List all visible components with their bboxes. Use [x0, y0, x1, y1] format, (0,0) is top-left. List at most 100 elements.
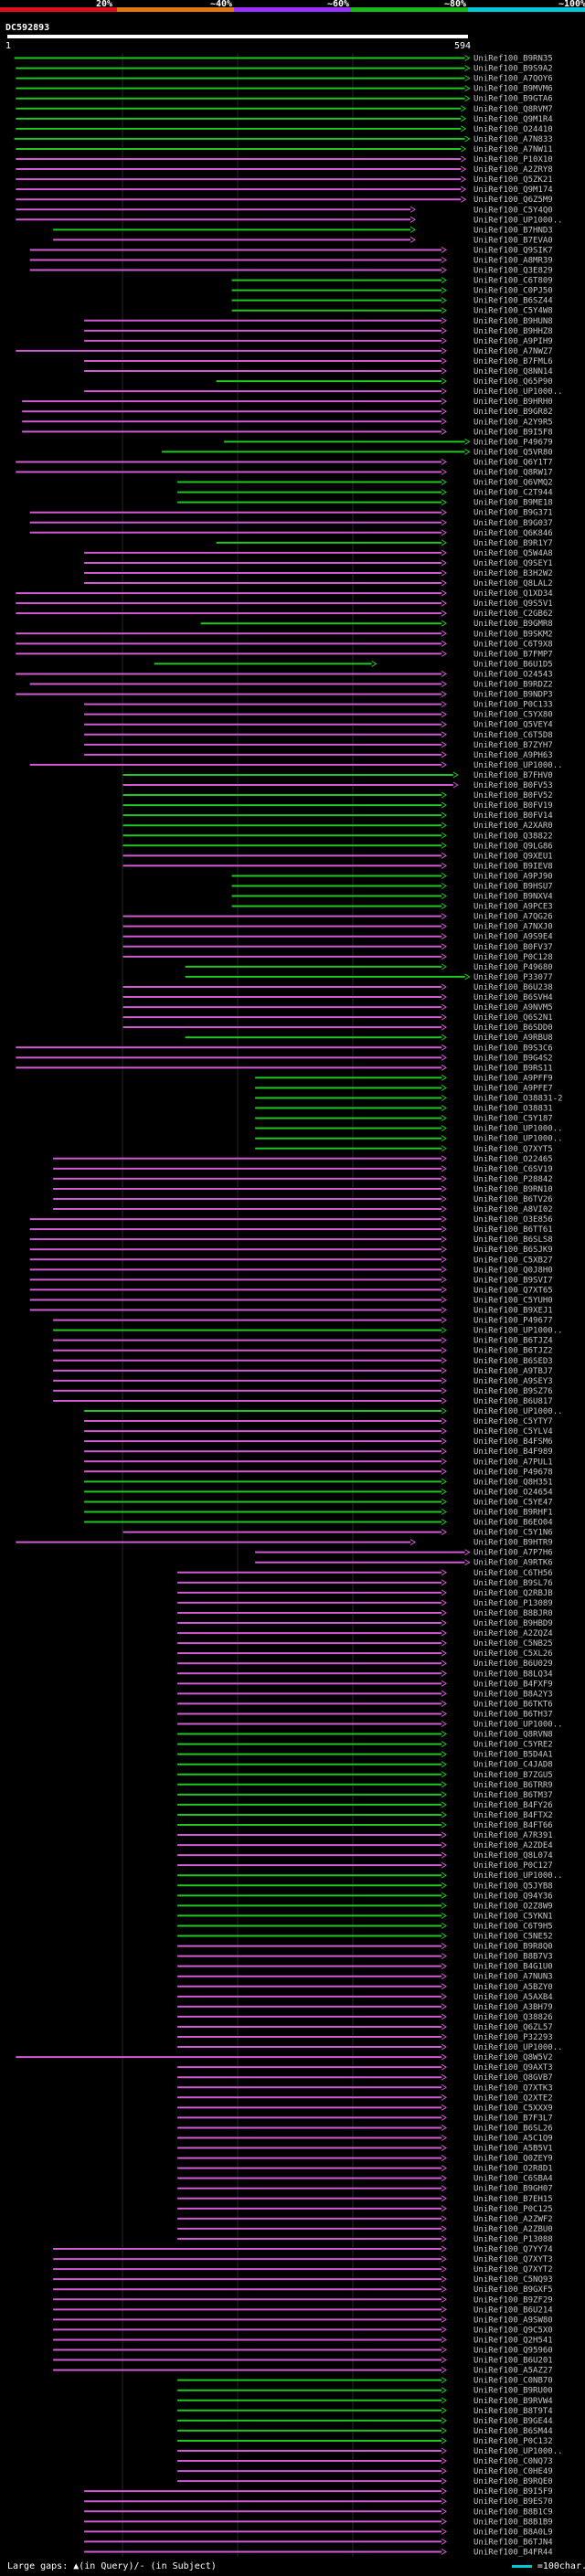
hit-label[interactable]: UniRef100_B7HND3: [473, 226, 553, 235]
hit-label[interactable]: UniRef100_Q7XTK3: [473, 2083, 553, 2093]
hit-label[interactable]: UniRef100_UP1000..: [473, 1327, 563, 1336]
hit-label[interactable]: UniRef100_B6SZ44: [473, 297, 553, 306]
hit-label[interactable]: UniRef100_Q7XYT3: [473, 2255, 553, 2264]
hit-label[interactable]: UniRef100_P0C125: [473, 2205, 553, 2214]
hit-label[interactable]: UniRef100_P32293: [473, 2033, 553, 2042]
hit-label[interactable]: UniRef100_B6U1D5: [473, 660, 553, 669]
hit-label[interactable]: UniRef100_O38831: [473, 1105, 553, 1114]
hit-label[interactable]: UniRef100_B6U201: [473, 2357, 553, 2366]
hit-label[interactable]: UniRef100_A9S9E4: [473, 933, 553, 942]
hit-label[interactable]: UniRef100_Q9XEU1: [473, 852, 553, 861]
hit-label[interactable]: UniRef100_C5YX80: [473, 711, 553, 720]
hit-label[interactable]: UniRef100_B6EO04: [473, 1519, 553, 1528]
hit-label[interactable]: UniRef100_Q5ZK21: [473, 175, 553, 185]
hit-label[interactable]: UniRef100_B9ME18: [473, 499, 553, 508]
hit-label[interactable]: UniRef100_UP1000..: [473, 1135, 563, 1144]
hit-label[interactable]: UniRef100_B6TJN4: [473, 2538, 553, 2547]
hit-label[interactable]: UniRef100_B6TJZ2: [473, 1347, 553, 1356]
hit-label[interactable]: UniRef100_C6T5D8: [473, 731, 553, 740]
hit-label[interactable]: UniRef100_B9G037: [473, 519, 553, 528]
hit-label[interactable]: UniRef100_B9HUN8: [473, 317, 553, 326]
hit-label[interactable]: UniRef100_B0FV37: [473, 943, 553, 952]
hit-label[interactable]: UniRef100_O22465: [473, 1155, 553, 1164]
hit-label[interactable]: UniRef100_B8BJR0: [473, 1609, 553, 1618]
hit-label[interactable]: UniRef100_B4G1U0: [473, 1963, 553, 1972]
hit-label[interactable]: UniRef100_A7R391: [473, 1831, 553, 1840]
hit-label[interactable]: UniRef100_P0C132: [473, 2437, 553, 2446]
hit-label[interactable]: UniRef100_B9R8Q0: [473, 1943, 553, 1952]
hit-label[interactable]: UniRef100_Q9S5V1: [473, 599, 553, 609]
hit-label[interactable]: UniRef100_B9RQE0: [473, 2477, 553, 2486]
hit-label[interactable]: UniRef100_B0FV14: [473, 811, 553, 821]
hit-label[interactable]: UniRef100_Q0ZEY9: [473, 2155, 553, 2164]
hit-label[interactable]: UniRef100_Q95960: [473, 2347, 553, 2356]
hit-label[interactable]: UniRef100_Q7YY74: [473, 2245, 553, 2254]
hit-label[interactable]: UniRef100_P49679: [473, 438, 553, 447]
hit-label[interactable]: UniRef100_B9GH07: [473, 2185, 553, 2194]
hit-label[interactable]: UniRef100_C5NE52: [473, 1933, 553, 1942]
hit-label[interactable]: UniRef100_A9TBJ7: [473, 1367, 553, 1376]
hit-label[interactable]: UniRef100_B9G4S2: [473, 1054, 553, 1063]
hit-label[interactable]: UniRef100_B9I5F8: [473, 428, 553, 437]
hit-label[interactable]: UniRef100_B8B7V3: [473, 1953, 553, 1962]
hit-label[interactable]: UniRef100_A2XAR0: [473, 822, 553, 831]
hit-label[interactable]: UniRef100_C2T944: [473, 489, 553, 498]
hit-label[interactable]: UniRef100_C5XXX9: [473, 2104, 553, 2113]
hit-label[interactable]: UniRef100_Q5W4A8: [473, 549, 553, 558]
hit-label[interactable]: UniRef100_B9SKM2: [473, 630, 553, 639]
hit-label[interactable]: UniRef100_C6T809: [473, 277, 553, 286]
hit-label[interactable]: UniRef100_B9HRH0: [473, 398, 553, 407]
hit-label[interactable]: UniRef100_C6T9H5: [473, 1922, 553, 1931]
hit-label[interactable]: UniRef100_C0NQ73: [473, 2457, 553, 2466]
hit-label[interactable]: UniRef100_Q2H541: [473, 2336, 553, 2345]
hit-label[interactable]: UniRef100_B7ZGU5: [473, 1771, 553, 1780]
hit-label[interactable]: UniRef100_UP1000..: [473, 1721, 563, 1730]
hit-label[interactable]: UniRef100_B9HTR9: [473, 1539, 553, 1548]
hit-label[interactable]: UniRef100_C5YE47: [473, 1498, 553, 1507]
hit-label[interactable]: UniRef100_A7P7H6: [473, 1549, 553, 1558]
hit-label[interactable]: UniRef100_Q5VR80: [473, 448, 553, 457]
hit-label[interactable]: UniRef100_B7FML6: [473, 357, 553, 366]
hit-label[interactable]: UniRef100_P49678: [473, 1468, 553, 1477]
hit-label[interactable]: UniRef100_Q65P90: [473, 377, 553, 387]
hit-label[interactable]: UniRef100_Q9M1R4: [473, 115, 553, 124]
hit-label[interactable]: UniRef100_Q6K846: [473, 529, 553, 538]
hit-label[interactable]: UniRef100_B8LQ34: [473, 1670, 553, 1679]
hit-label[interactable]: UniRef100_B8B1C9: [473, 2507, 553, 2517]
hit-label[interactable]: UniRef100_P0C127: [473, 1861, 553, 1871]
hit-label[interactable]: UniRef100_A3BH79: [473, 2003, 553, 2012]
hit-label[interactable]: UniRef100_B9S3C6: [473, 1044, 553, 1053]
hit-label[interactable]: UniRef100_Q5JYB8: [473, 1882, 553, 1891]
hit-label[interactable]: UniRef100_A9PFE7: [473, 1084, 553, 1093]
hit-label[interactable]: UniRef100_A7NXJ0: [473, 923, 553, 932]
hit-label[interactable]: UniRef100_B7FHV0: [473, 771, 553, 780]
hit-label[interactable]: UniRef100_B9SVI7: [473, 1276, 553, 1285]
hit-label[interactable]: UniRef100_B0FV53: [473, 781, 553, 790]
hit-label[interactable]: UniRef100_C6SBA4: [473, 2175, 553, 2184]
hit-label[interactable]: UniRef100_B3H2W2: [473, 569, 553, 578]
hit-label[interactable]: UniRef100_B9S9A2: [473, 65, 553, 74]
hit-label[interactable]: UniRef100_A9PIH9: [473, 337, 553, 346]
hit-label[interactable]: UniRef100_UP1000..: [473, 2043, 563, 2052]
hit-label[interactable]: UniRef100_B6SED3: [473, 1357, 553, 1366]
hit-label[interactable]: UniRef100_A2Y9R5: [473, 418, 553, 427]
hit-label[interactable]: UniRef100_A9PH63: [473, 751, 553, 760]
hit-label[interactable]: UniRef100_A7NUN3: [473, 1973, 553, 1982]
hit-label[interactable]: UniRef100_Q8NN14: [473, 367, 553, 376]
hit-label[interactable]: UniRef100_P49680: [473, 963, 553, 972]
hit-label[interactable]: UniRef100_Q6Y1T7: [473, 458, 553, 467]
hit-label[interactable]: UniRef100_Q9SEY1: [473, 559, 553, 568]
hit-label[interactable]: UniRef100_Q94Y36: [473, 1892, 553, 1901]
hit-label[interactable]: UniRef100_Q38826: [473, 2013, 553, 2022]
hit-label[interactable]: UniRef100_B7ZYH7: [473, 741, 553, 750]
hit-label[interactable]: UniRef100_Q9SIK7: [473, 246, 553, 255]
hit-label[interactable]: UniRef100_A7PUL1: [473, 1458, 553, 1467]
hit-label[interactable]: UniRef100_C5Y4Q0: [473, 206, 553, 215]
hit-label[interactable]: UniRef100_B8A2Y3: [473, 1690, 553, 1699]
hit-label[interactable]: UniRef100_B6TT61: [473, 1225, 553, 1235]
hit-label[interactable]: UniRef100_B9RN10: [473, 1185, 553, 1194]
hit-label[interactable]: UniRef100_Q0J8H0: [473, 1266, 553, 1275]
hit-label[interactable]: UniRef100_C5NB25: [473, 1639, 553, 1648]
hit-label[interactable]: UniRef100_B9RU00: [473, 2387, 553, 2396]
hit-label[interactable]: UniRef100_A9RBU8: [473, 1034, 553, 1043]
